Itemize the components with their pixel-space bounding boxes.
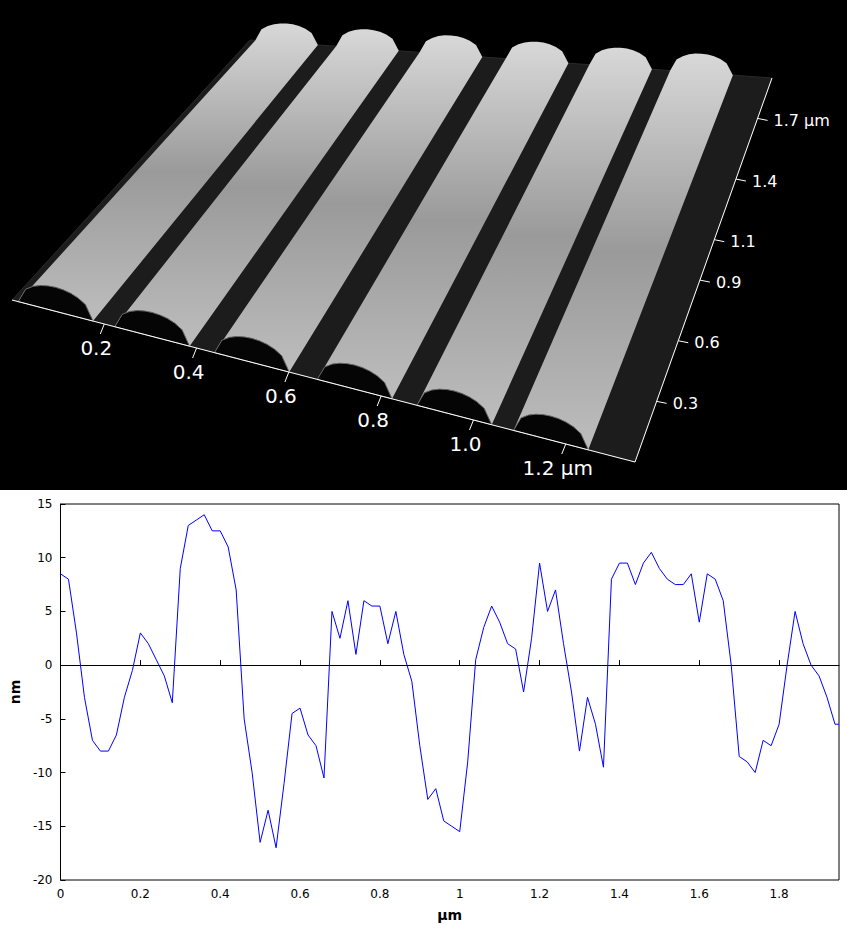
svg-text:1.0: 1.0 — [450, 432, 482, 456]
svg-text:0.8: 0.8 — [357, 408, 389, 432]
svg-text:1.7 µm: 1.7 µm — [774, 111, 830, 130]
svg-text:0.6: 0.6 — [290, 887, 309, 901]
svg-text:0.4: 0.4 — [211, 887, 230, 901]
svg-text:0.4: 0.4 — [173, 360, 205, 384]
svg-text:1: 1 — [456, 887, 464, 901]
svg-text:µm: µm — [437, 907, 462, 923]
svg-text:nm: nm — [7, 680, 23, 705]
svg-text:1.2: 1.2 — [530, 887, 549, 901]
svg-text:15: 15 — [37, 497, 52, 511]
svg-text:0.6: 0.6 — [694, 333, 719, 352]
svg-text:0.3: 0.3 — [673, 394, 698, 413]
svg-text:1.8: 1.8 — [770, 887, 789, 901]
svg-text:-5: -5 — [41, 712, 53, 726]
svg-text:1.1: 1.1 — [730, 232, 755, 251]
svg-text:1.2 µm: 1.2 µm — [523, 456, 593, 480]
svg-text:1.4: 1.4 — [610, 887, 629, 901]
svg-text:1.6: 1.6 — [690, 887, 709, 901]
svg-text:-20: -20 — [33, 873, 53, 887]
svg-text:0: 0 — [45, 658, 53, 672]
svg-text:-15: -15 — [33, 819, 53, 833]
svg-text:0.9: 0.9 — [716, 273, 741, 292]
svg-text:0.2: 0.2 — [131, 887, 150, 901]
svg-text:10: 10 — [37, 551, 52, 565]
svg-text:0.8: 0.8 — [370, 887, 389, 901]
svg-text:0.2: 0.2 — [80, 336, 112, 360]
svg-text:0: 0 — [57, 887, 65, 901]
svg-text:-10: -10 — [33, 766, 53, 780]
svg-text:5: 5 — [45, 604, 53, 618]
svg-text:0.6: 0.6 — [265, 384, 297, 408]
svg-text:1.4: 1.4 — [752, 172, 777, 191]
